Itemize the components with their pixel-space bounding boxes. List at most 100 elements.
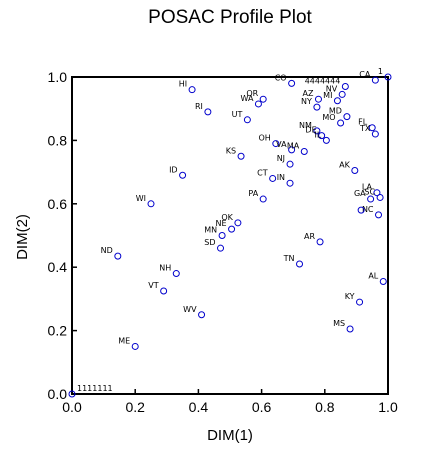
data-point-marker bbox=[198, 311, 206, 319]
data-point-marker bbox=[371, 76, 379, 84]
data-point-marker bbox=[376, 193, 384, 201]
y-tick-label: 0.0 bbox=[48, 386, 68, 402]
data-point-marker bbox=[272, 140, 280, 148]
chart-title: POSAC Profile Plot bbox=[148, 7, 312, 28]
data-point-label: HI bbox=[179, 80, 187, 89]
y-axis-label: DIM(2) bbox=[14, 214, 31, 260]
data-point-label: SD bbox=[204, 238, 215, 247]
data-point-label: AR bbox=[304, 232, 315, 241]
data-point-label: PA bbox=[248, 189, 258, 198]
data-point-marker bbox=[259, 95, 267, 103]
data-point-label: OK bbox=[221, 213, 233, 222]
data-point-marker bbox=[286, 179, 294, 187]
data-point-marker bbox=[228, 225, 236, 233]
data-point-marker bbox=[114, 252, 122, 260]
x-tick-label: 0.2 bbox=[125, 399, 145, 415]
x-axis-label: DIM(1) bbox=[207, 427, 253, 444]
data-point-marker bbox=[172, 270, 180, 278]
data-point-label: ID bbox=[169, 165, 178, 174]
data-point-label: KY bbox=[345, 292, 355, 301]
data-point-marker bbox=[368, 124, 376, 132]
data-point-label: NY bbox=[301, 97, 312, 106]
data-point-label: CT bbox=[257, 168, 268, 177]
data-point-marker bbox=[243, 116, 251, 124]
data-point-marker bbox=[338, 90, 346, 98]
data-point-marker bbox=[288, 79, 296, 87]
data-point-marker bbox=[333, 97, 341, 105]
data-point-label: MI bbox=[323, 91, 332, 100]
data-point-label: VA bbox=[276, 140, 287, 149]
data-point-marker bbox=[300, 147, 308, 155]
data-point-marker bbox=[346, 325, 354, 333]
data-point-label: AL bbox=[368, 271, 378, 280]
data-point-marker bbox=[313, 103, 321, 111]
data-point-marker bbox=[217, 244, 225, 252]
data-point-marker bbox=[204, 108, 212, 116]
data-point-marker bbox=[160, 287, 168, 295]
data-point-label: UT bbox=[232, 110, 243, 119]
data-point-marker bbox=[296, 260, 304, 268]
data-point-marker bbox=[371, 130, 379, 138]
data-point-label: GA bbox=[354, 189, 366, 198]
data-point-label: KS bbox=[226, 146, 236, 155]
data-point-label: NE bbox=[216, 219, 227, 228]
data-point-marker bbox=[237, 152, 245, 160]
data-point-label: NM bbox=[299, 121, 312, 130]
data-point-label: RI bbox=[195, 102, 203, 111]
data-point-label: AK bbox=[339, 161, 350, 170]
data-point-label: MA bbox=[287, 141, 300, 150]
data-point-label: NV bbox=[326, 84, 338, 93]
data-point-label: MS bbox=[333, 319, 345, 328]
axis-ticks: 0.0 0.2 0.4 0.6 0.8 1.0 0.0 0.2 0.4 0.6 0.8 1.0 bbox=[48, 69, 398, 415]
data-point-marker bbox=[131, 342, 139, 350]
x-tick-label: 0.8 bbox=[315, 399, 335, 415]
y-tick-label: 0.8 bbox=[48, 132, 68, 148]
data-point-label: IN bbox=[277, 173, 285, 182]
data-point-marker bbox=[384, 73, 392, 81]
x-tick-label: 0.4 bbox=[189, 399, 209, 415]
data-point-label: OR bbox=[246, 89, 258, 98]
data-point-label: TX bbox=[359, 124, 371, 133]
data-point-label: VT bbox=[148, 281, 158, 290]
data-point-label: IL bbox=[315, 130, 322, 139]
data-point-label: NH bbox=[159, 264, 171, 273]
data-point-marker bbox=[269, 174, 277, 182]
data-point-marker bbox=[367, 195, 375, 203]
data-point-marker bbox=[254, 100, 262, 108]
data-point-label: OH bbox=[259, 134, 271, 143]
data-point-marker bbox=[343, 113, 351, 121]
data-point-label: ND bbox=[101, 246, 113, 255]
data-point-label: CA bbox=[359, 70, 371, 79]
data-point-marker bbox=[234, 219, 242, 227]
plot-frame bbox=[71, 76, 389, 395]
x-tick-label: 0.0 bbox=[62, 399, 82, 415]
data-point-marker bbox=[259, 195, 267, 203]
data-point-label: NC bbox=[362, 205, 374, 214]
data-point-marker bbox=[68, 390, 76, 398]
data-point-label: WI bbox=[136, 194, 146, 203]
data-point-label: 1111111 bbox=[77, 384, 113, 393]
data-point-label: FL bbox=[358, 118, 368, 127]
data-point-marker bbox=[316, 238, 324, 246]
y-tick-label: 0.4 bbox=[48, 259, 68, 275]
data-point-marker bbox=[375, 211, 383, 219]
data-point-marker bbox=[379, 277, 387, 285]
x-tick-label: 0.6 bbox=[252, 399, 272, 415]
data-point-label: MO bbox=[322, 113, 335, 122]
data-point-label: DE bbox=[305, 126, 316, 135]
y-tick-label: 1.0 bbox=[48, 69, 68, 85]
data-point-label: SC bbox=[364, 187, 375, 196]
y-tick-label: 0.6 bbox=[48, 196, 68, 212]
data-point-label: CO bbox=[275, 73, 287, 82]
data-point-label: MN bbox=[204, 226, 217, 235]
data-point-label: 4444444 bbox=[305, 77, 341, 86]
data-point-marker bbox=[357, 206, 365, 214]
data-point-label: WA bbox=[240, 94, 253, 103]
data-point-marker bbox=[188, 86, 196, 94]
data-point-marker bbox=[356, 298, 364, 306]
data-point-marker bbox=[147, 200, 155, 208]
data-point-marker bbox=[351, 167, 359, 175]
data-point-marker bbox=[288, 146, 296, 154]
